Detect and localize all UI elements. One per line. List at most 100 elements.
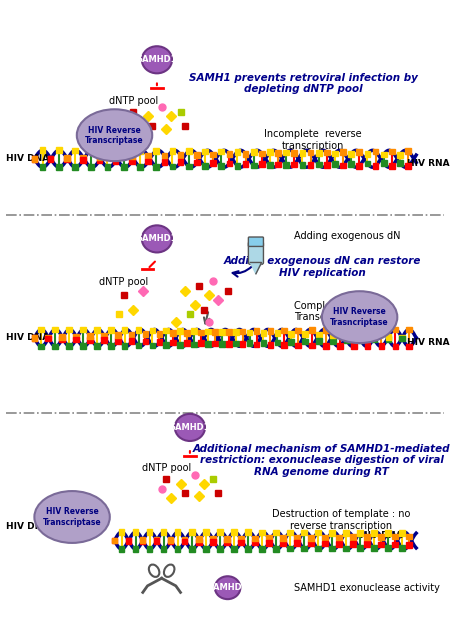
Text: HIV Reverse
Transcriptase: HIV Reverse Transcriptase [43, 507, 101, 527]
Bar [259, 161, 264, 167]
Bar [378, 541, 384, 547]
Bar [332, 161, 338, 167]
Bar [46, 335, 51, 341]
Bar [140, 537, 146, 543]
Bar [350, 541, 356, 547]
Bar [322, 535, 328, 541]
Bar [406, 542, 412, 548]
Bar [226, 329, 232, 335]
Bar [274, 340, 280, 345]
Bar [191, 342, 197, 348]
Bar [379, 343, 384, 349]
Bar [350, 534, 356, 540]
Bar [64, 157, 70, 162]
Bar [351, 327, 356, 332]
Bar [365, 327, 370, 332]
Bar [274, 330, 280, 336]
Bar [243, 151, 248, 157]
Bar [235, 149, 240, 155]
Bar [357, 546, 363, 551]
Bar [227, 160, 232, 166]
Bar [330, 338, 336, 344]
Bar [56, 164, 62, 170]
FancyBboxPatch shape [248, 242, 264, 265]
Bar [48, 157, 54, 162]
Bar [251, 163, 256, 169]
Bar [219, 329, 225, 335]
Bar [397, 152, 403, 158]
Bar [405, 148, 411, 154]
Bar [56, 148, 62, 153]
Bar [178, 160, 183, 165]
Bar [322, 541, 328, 546]
Bar [344, 337, 350, 343]
Bar [266, 535, 272, 541]
Bar [288, 339, 294, 345]
Bar [316, 339, 322, 344]
Bar [240, 328, 246, 334]
Bar [252, 540, 258, 546]
Bar [381, 160, 386, 166]
Bar [80, 327, 86, 332]
Bar [323, 327, 329, 333]
Bar [356, 163, 362, 169]
Bar [108, 343, 114, 349]
Bar [150, 343, 155, 348]
Bar [161, 546, 166, 552]
Bar [292, 162, 297, 167]
Bar [87, 333, 93, 339]
Text: Incomplete  reverse
transcription: Incomplete reverse transcription [264, 129, 361, 151]
Bar [267, 162, 273, 168]
Bar [46, 335, 51, 340]
Bar [162, 153, 167, 158]
Bar [283, 150, 289, 155]
Bar [267, 328, 273, 334]
Bar [48, 155, 54, 161]
Bar [217, 546, 223, 551]
Bar [254, 342, 259, 348]
Bar [365, 160, 370, 166]
Bar [358, 333, 364, 339]
Bar [115, 338, 120, 344]
Bar [101, 337, 107, 343]
Bar [73, 334, 79, 339]
Text: Destruction of template : no
reverse transcription: Destruction of template : no reverse tra… [272, 509, 410, 530]
Bar [400, 335, 405, 341]
Bar [231, 530, 237, 535]
Bar [351, 343, 356, 349]
Bar [381, 151, 386, 157]
Bar [379, 327, 384, 332]
Bar [315, 530, 321, 535]
Bar [184, 340, 190, 346]
Text: SAMH1 prevents retroviral infection by
depleting dNTP pool: SAMH1 prevents retroviral infection by d… [189, 73, 418, 94]
Bar [231, 546, 237, 551]
Bar [194, 152, 200, 158]
Bar [219, 341, 225, 347]
Bar [371, 530, 377, 535]
Bar [198, 330, 204, 335]
Bar [309, 327, 315, 333]
Bar [40, 164, 46, 170]
Bar [168, 539, 173, 544]
Bar [267, 150, 273, 155]
Bar [287, 530, 293, 535]
Bar [392, 542, 398, 548]
Bar [143, 331, 148, 337]
Bar [392, 534, 398, 539]
Bar [196, 539, 201, 544]
Bar [154, 537, 159, 543]
Bar [177, 342, 183, 348]
Bar [385, 530, 391, 536]
Text: dNTP pool: dNTP pool [109, 96, 158, 105]
Text: HIV DNA: HIV DNA [6, 154, 49, 164]
Bar [283, 162, 289, 168]
Bar [247, 341, 252, 346]
Bar [145, 158, 151, 164]
Bar [66, 343, 72, 349]
Bar [224, 539, 229, 545]
Bar [233, 341, 238, 346]
Text: dNTP pool: dNTP pool [100, 277, 148, 287]
Bar [358, 337, 364, 343]
Bar [80, 157, 86, 163]
Bar [245, 530, 251, 535]
